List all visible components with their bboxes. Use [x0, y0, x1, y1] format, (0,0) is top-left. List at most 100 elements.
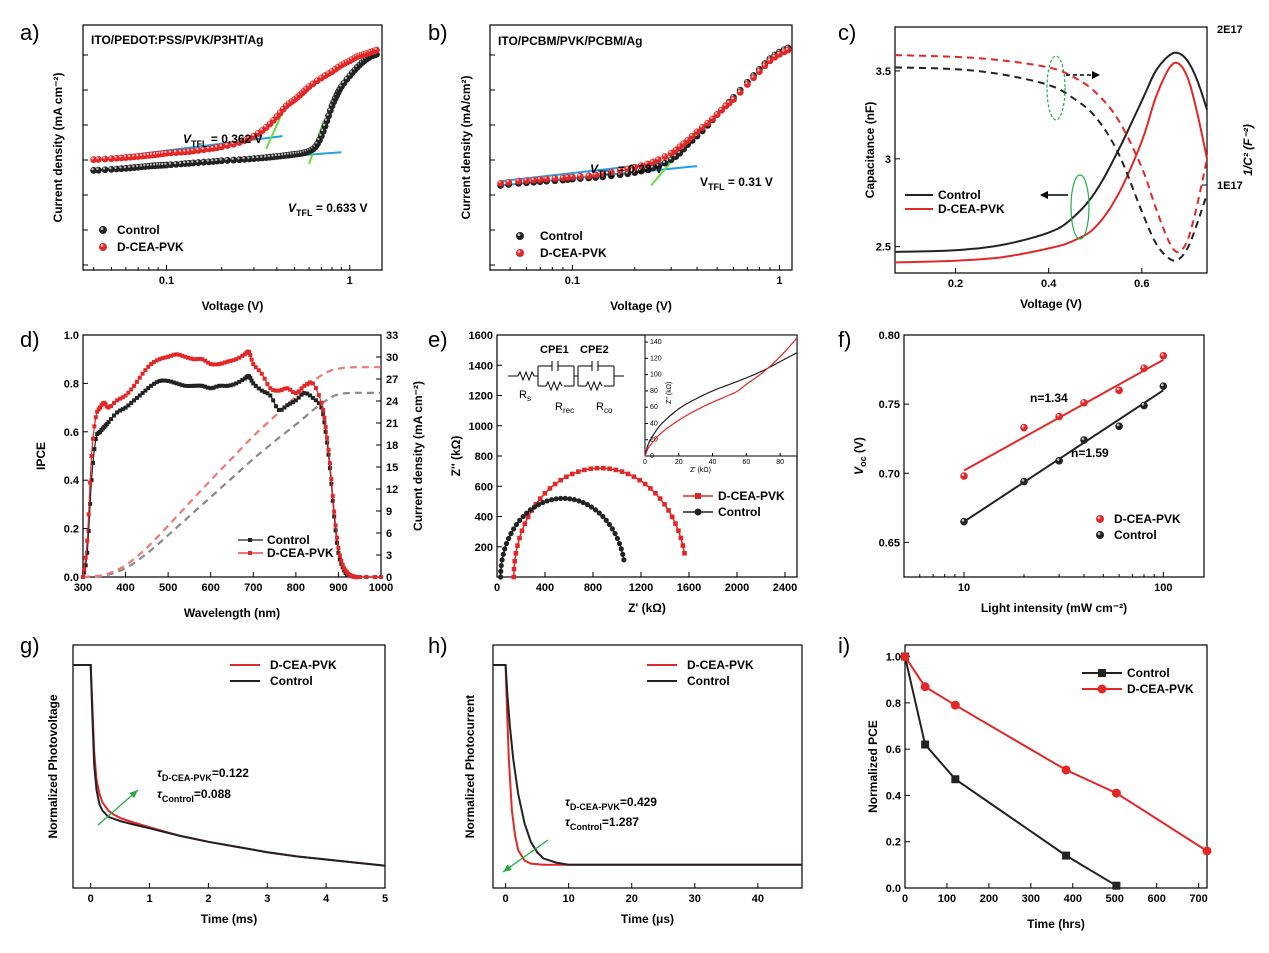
- panel-d-point-0: [171, 380, 176, 385]
- panel-a-vtfl-black-sub: TFL: [296, 208, 313, 218]
- panel-d-point-1: [319, 400, 324, 405]
- panel-d-point-0: [237, 379, 242, 384]
- panel-b-vtfl-black-main: V: [700, 175, 708, 189]
- panel-f: f) 10 100 0.65 0.70 0.75 0.80 Light intensity (…: [838, 327, 1205, 615]
- panel-f-point-control: [1115, 422, 1123, 431]
- panel-c-ytick: 3: [885, 154, 891, 166]
- panel-b-point-control-shine: [650, 165, 653, 168]
- circuit-r-label-rec: Rrec: [555, 401, 574, 415]
- panel-a-point-control: [94, 166, 102, 174]
- panel-d-xtick: 700: [244, 582, 262, 594]
- panel-e-point-dcea: [533, 502, 539, 507]
- panel-a-point-control-shine: [186, 160, 190, 164]
- plot-frame: [894, 26, 1208, 274]
- inset-xtick: 20: [675, 459, 683, 466]
- panel-e-xtick: 0: [494, 582, 500, 594]
- panel-a-point-control-shine: [341, 80, 345, 83]
- panel-b-point-d-cea-pvk: [730, 96, 737, 103]
- panel-a-point-d-cea-pvk-shine: [149, 152, 153, 155]
- panel-b-point-d-cea-pvk: [497, 179, 504, 187]
- panel-a-point-control: [101, 166, 109, 174]
- panel-e-point-control: [609, 526, 615, 532]
- panel-a-legend-marker-0-shine: [100, 227, 104, 231]
- panel-e-point-control: [620, 551, 626, 557]
- panel-e-point-control: [520, 513, 526, 520]
- panel-d-point-1: [120, 395, 125, 400]
- panel-d-point-0: [115, 410, 120, 415]
- panel-f-ylabel: Voc (V): [852, 437, 868, 475]
- panel-i-xtick: 700: [1189, 893, 1207, 905]
- panel-d-point-1: [151, 359, 156, 364]
- panel-label: a): [20, 20, 40, 45]
- panel-e-point-dcea: [673, 521, 678, 526]
- panel-a-point-d-cea-pvk-shine: [260, 128, 263, 131]
- panel-d-point-0: [259, 388, 264, 393]
- panel-d-point-1: [340, 562, 345, 567]
- panel-d-point-1: [282, 386, 287, 391]
- panel-f-point-d-cea-pvk: [960, 472, 968, 480]
- circuit-r-main: R: [519, 389, 527, 401]
- panel-e-ytick: 800: [475, 451, 493, 463]
- panel-f-point-control: [1020, 477, 1028, 486]
- panel-b-vtfl-red-sub: TFL: [598, 169, 615, 179]
- panel-d-point-0: [310, 395, 315, 400]
- panel-a-point-d-cea-pvk: [101, 155, 109, 163]
- panel-d-point-0: [268, 393, 273, 398]
- panel-e-ytick: 1600: [469, 330, 493, 342]
- panel-e-point-dcea: [631, 474, 637, 480]
- panel-d-point-1: [355, 575, 360, 580]
- panel-a-point-d-cea-pvk-shine: [322, 73, 326, 76]
- panel-a-point-d-cea-pvk-shine: [274, 114, 278, 117]
- panel-e-point-dcea: [558, 477, 563, 483]
- panel-d-point-0: [132, 398, 137, 403]
- panel-b-xtick-1: 1: [776, 275, 782, 287]
- panel-c: c) 0.2 0.4 0.6 2.5 3 3.5 2E17 1E17 Voltage (V) Cap…: [838, 20, 1255, 311]
- panel-d-point-1: [276, 388, 281, 393]
- panel-i-point-control: [921, 740, 930, 749]
- panel-e-point-control: [498, 562, 504, 569]
- panel-e-point-control: [535, 502, 542, 508]
- panel-e-point-dcea: [619, 469, 625, 474]
- panel-i-point-dcea: [900, 652, 910, 662]
- panel-a-point-d-cea-pvk-shine: [326, 71, 329, 74]
- panel-h-tau-control-sub: Control: [570, 822, 602, 832]
- panel-d-point-0: [174, 381, 179, 386]
- panel-e-point-control: [616, 540, 623, 547]
- panel-i-ytick: 0.2: [886, 837, 901, 849]
- inset-ytick: 40: [650, 420, 658, 427]
- panel-d-point-0: [143, 388, 148, 393]
- panel-d-point-1: [364, 575, 369, 579]
- panel-g-arrowhead: [129, 790, 138, 799]
- panel-b-legend-0: Control: [540, 229, 583, 243]
- panel-d-point-1: [296, 389, 301, 394]
- panel-e-point-dcea: [511, 566, 517, 572]
- panel-d-point-1: [188, 356, 193, 361]
- panel-d-point-1: [327, 461, 332, 466]
- panel-d-xtick: 800: [287, 582, 305, 594]
- panel-a-point-d-cea-pvk-shine: [201, 147, 204, 150]
- panel-d-point-1: [249, 357, 254, 362]
- panel-h-arrow: [502, 839, 549, 873]
- panel-d-point-1: [103, 402, 108, 407]
- panel-e-point-dcea: [513, 551, 519, 556]
- panel-d-ylabel: IPCE: [34, 442, 48, 470]
- panel-a-point-d-cea-pvk-shine: [139, 153, 143, 157]
- panel-d-legend-marker-1: [248, 551, 252, 555]
- panel-d-point-0: [308, 393, 313, 398]
- panel-b-point-d-cea-pvk-shine: [506, 179, 509, 183]
- panel-e-legend-0: D-CEA-PVK: [718, 489, 785, 503]
- panel-a-legend-1: D-CEA-PVK: [117, 240, 184, 254]
- panel-c-ylabel: Capacitance (nF): [863, 102, 877, 199]
- panel-d-y2tick: 27: [386, 374, 398, 386]
- panel-d-point-1: [83, 555, 88, 560]
- panel-b-point-d-cea-pvk-shine: [772, 54, 776, 58]
- panel-d-point-1: [285, 386, 290, 391]
- panel-i-xtick: 0: [902, 893, 908, 905]
- panel-a-point-d-cea-pvk-shine: [315, 78, 318, 81]
- panel-b-point-d-cea-pvk-shine: [723, 103, 726, 106]
- panel-a-point-d-cea-pvk-shine: [114, 155, 117, 159]
- panel-a-point-d-cea-pvk-shine: [206, 146, 209, 149]
- panel-f-ytick: 0.80: [879, 330, 900, 342]
- panel-d-point-1: [313, 386, 318, 391]
- panel-d-point-1: [174, 352, 179, 357]
